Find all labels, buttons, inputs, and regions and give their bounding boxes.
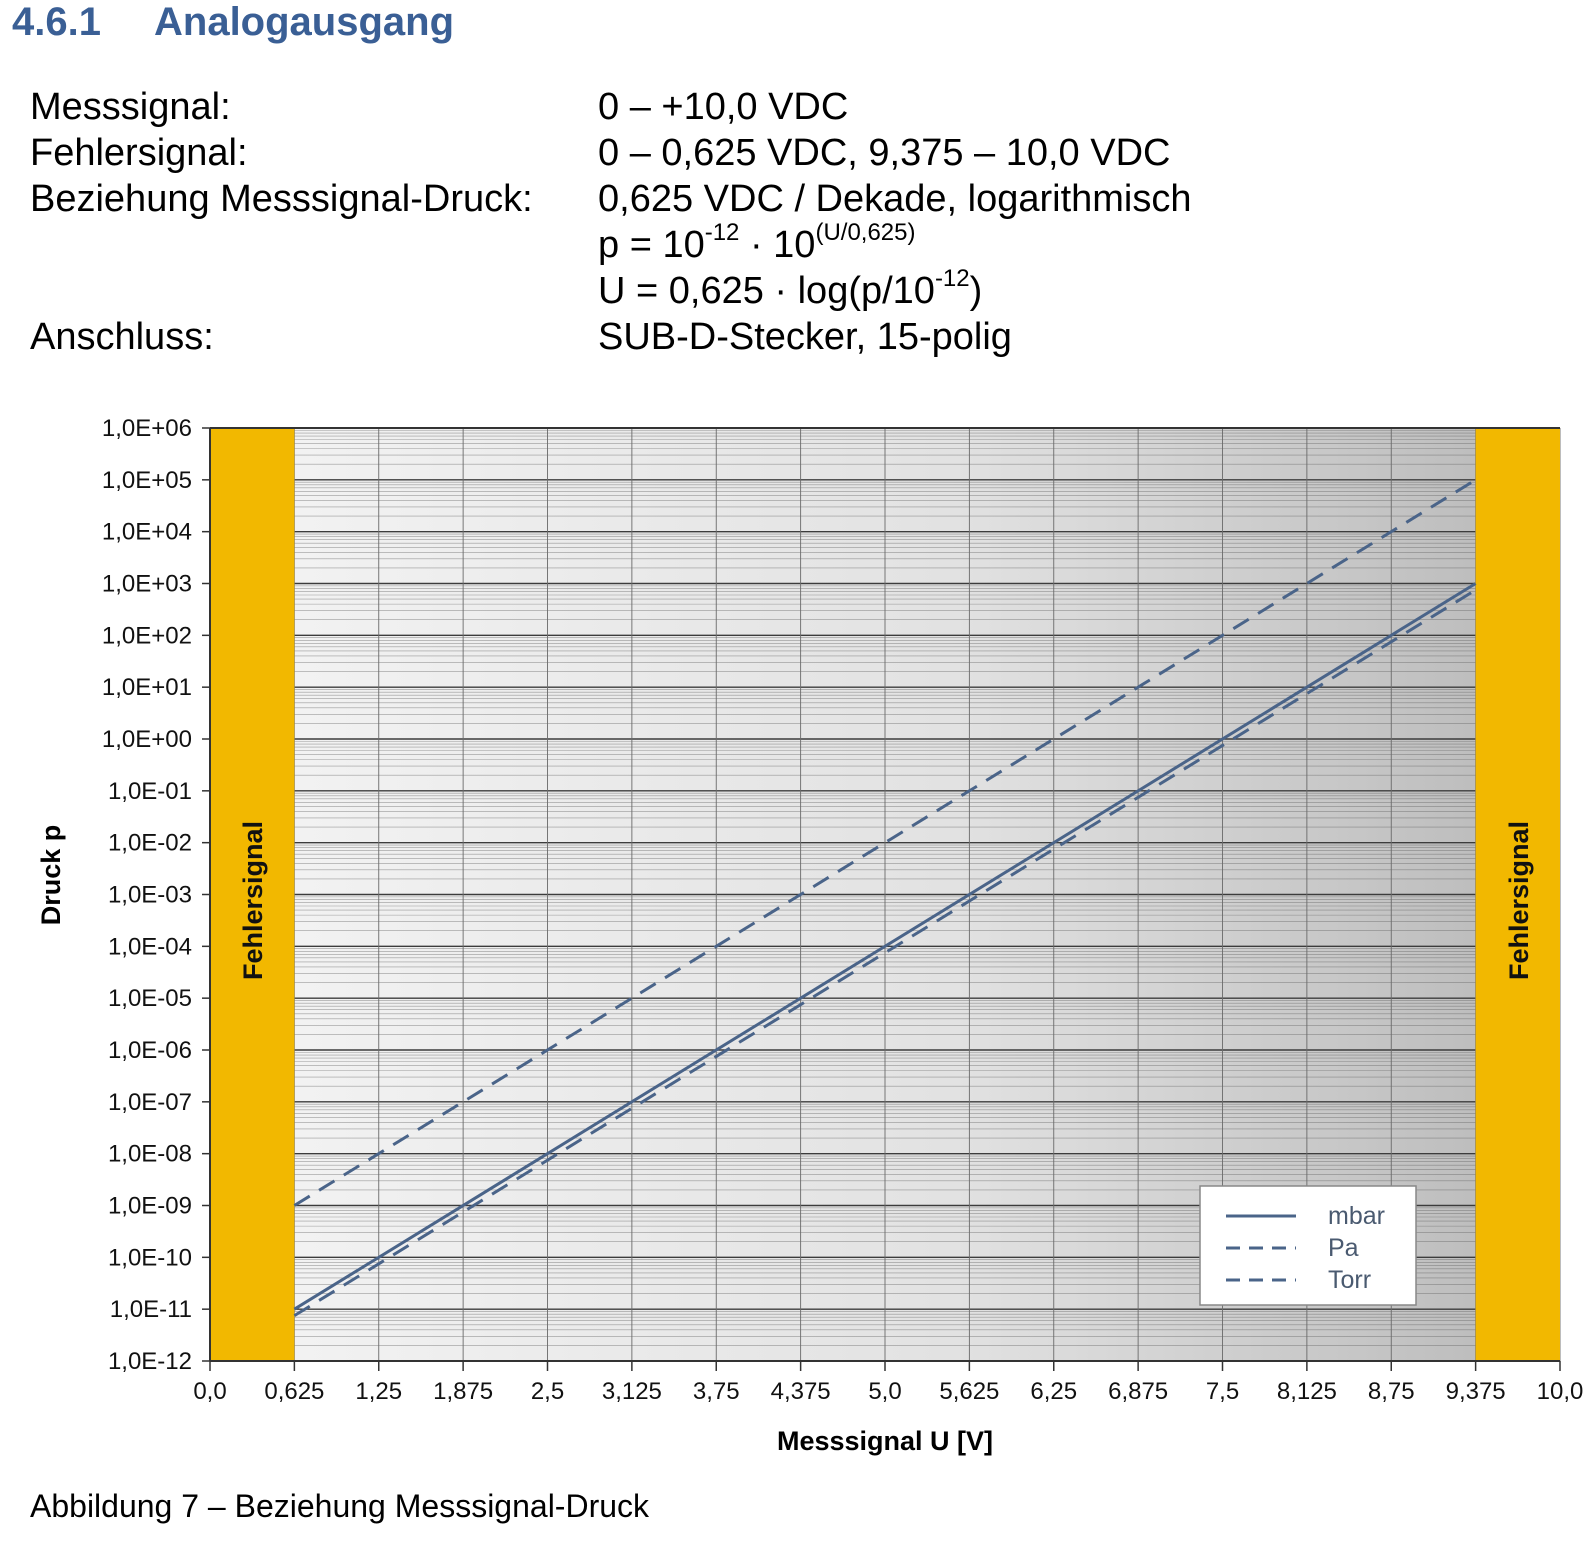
- x-tick-label: 9,375: [1446, 1378, 1506, 1405]
- x-tick-label: 8,75: [1368, 1378, 1415, 1405]
- x-tick-label: 4,375: [771, 1378, 831, 1405]
- x-tick-label: 0,625: [264, 1378, 324, 1405]
- y-tick-label: 1,0E+04: [102, 519, 192, 546]
- y-axis-title: Druck p: [36, 825, 66, 926]
- x-tick-label: 6,875: [1108, 1378, 1168, 1405]
- section-title: Analogausgang: [154, 0, 454, 44]
- pressure-chart: Fehlersignal Fehlersignal 1,0E-12 1,0E-11 1…: [0, 395, 1592, 1475]
- legend-label: Torr: [1328, 1266, 1371, 1294]
- formula-part: U = 0,625 · log(p/10: [598, 270, 935, 312]
- x-tick-label: 3,75: [693, 1378, 740, 1405]
- spec-label: Fehlersignal:: [30, 130, 248, 176]
- x-tick-label: 1,875: [433, 1378, 493, 1405]
- y-tick-label: 1,0E+01: [102, 674, 192, 701]
- x-tick-label: 7,5: [1206, 1378, 1239, 1405]
- spec-value: 0 – 0,625 VDC, 9,375 – 10,0 VDC: [598, 130, 1170, 176]
- y-tick-label: 1,0E+06: [102, 415, 192, 442]
- spec-value: 0,625 VDC / Dekade, logarithmisch: [598, 176, 1192, 222]
- error-band-label: Fehlersignal: [1504, 821, 1534, 980]
- formula-part: · 10: [739, 224, 815, 266]
- y-tick-label: 1,0E-03: [108, 882, 192, 909]
- spec-value: 0 – +10,0 VDC: [598, 84, 848, 130]
- y-tick-label: 1,0E-12: [108, 1348, 192, 1375]
- x-tick-label: 8,125: [1277, 1378, 1337, 1405]
- spec-value: SUB-D-Stecker, 15-polig: [598, 314, 1012, 360]
- y-tick-label: 1,0E-06: [108, 1037, 192, 1064]
- x-tick-label: 0,0: [193, 1378, 226, 1405]
- y-tick-label: 1,0E-07: [108, 1089, 192, 1116]
- spec-label: Anschluss:: [30, 314, 214, 360]
- formula-text: U = 0,625 · log(p/10-12): [598, 268, 982, 314]
- y-tick-label: 1,0E-04: [108, 933, 192, 960]
- y-tick-label: 1,0E-08: [108, 1141, 192, 1168]
- y-tick-label: 1,0E+05: [102, 467, 192, 494]
- x-tick-label: 10,0: [1537, 1378, 1584, 1405]
- y-tick-label: 1,0E+02: [102, 622, 192, 649]
- section-heading: 4.6.1 Analogausgang: [12, 0, 454, 45]
- formula-part: p = 10: [598, 224, 705, 266]
- x-tick-label: 5,0: [868, 1378, 901, 1405]
- y-tick-label: 1,0E-11: [110, 1296, 192, 1323]
- y-tick-label: 1,0E+00: [102, 726, 192, 753]
- section-number: 4.6.1: [12, 0, 154, 45]
- y-tick-label: 1,0E-10: [108, 1244, 192, 1271]
- formula-exponent: (U/0,625): [815, 219, 915, 246]
- figure-caption: Abbildung 7 – Beziehung Messsignal-Druck: [30, 1488, 649, 1525]
- y-tick-label: 1,0E-09: [108, 1193, 192, 1220]
- y-tick-label: 1,0E-01: [108, 778, 192, 805]
- formula-exponent: -12: [935, 265, 970, 292]
- x-axis-title: Messsignal U [V]: [777, 1426, 993, 1456]
- x-tick-label: 3,125: [602, 1378, 662, 1405]
- formula-text: p = 10-12 · 10(U/0,625): [598, 222, 916, 268]
- y-tick-label: 1,0E-05: [108, 985, 192, 1012]
- error-band-label: Fehlersignal: [238, 821, 268, 980]
- y-tick-label: 1,0E-02: [108, 830, 192, 857]
- x-tick-label: 6,25: [1030, 1378, 1077, 1405]
- formula-part: ): [970, 270, 983, 312]
- y-tick-label: 1,0E+03: [102, 571, 192, 598]
- spec-label: Beziehung Messsignal-Druck:: [30, 176, 533, 222]
- legend-label: mbar: [1328, 1202, 1385, 1230]
- formula-exponent: -12: [705, 219, 740, 246]
- x-tick-label: 5,625: [939, 1378, 999, 1405]
- spec-label: Messsignal:: [30, 84, 231, 130]
- x-tick-label: 2,5: [531, 1378, 564, 1405]
- legend-label: Pa: [1328, 1234, 1359, 1262]
- x-tick-label: 1,25: [355, 1378, 402, 1405]
